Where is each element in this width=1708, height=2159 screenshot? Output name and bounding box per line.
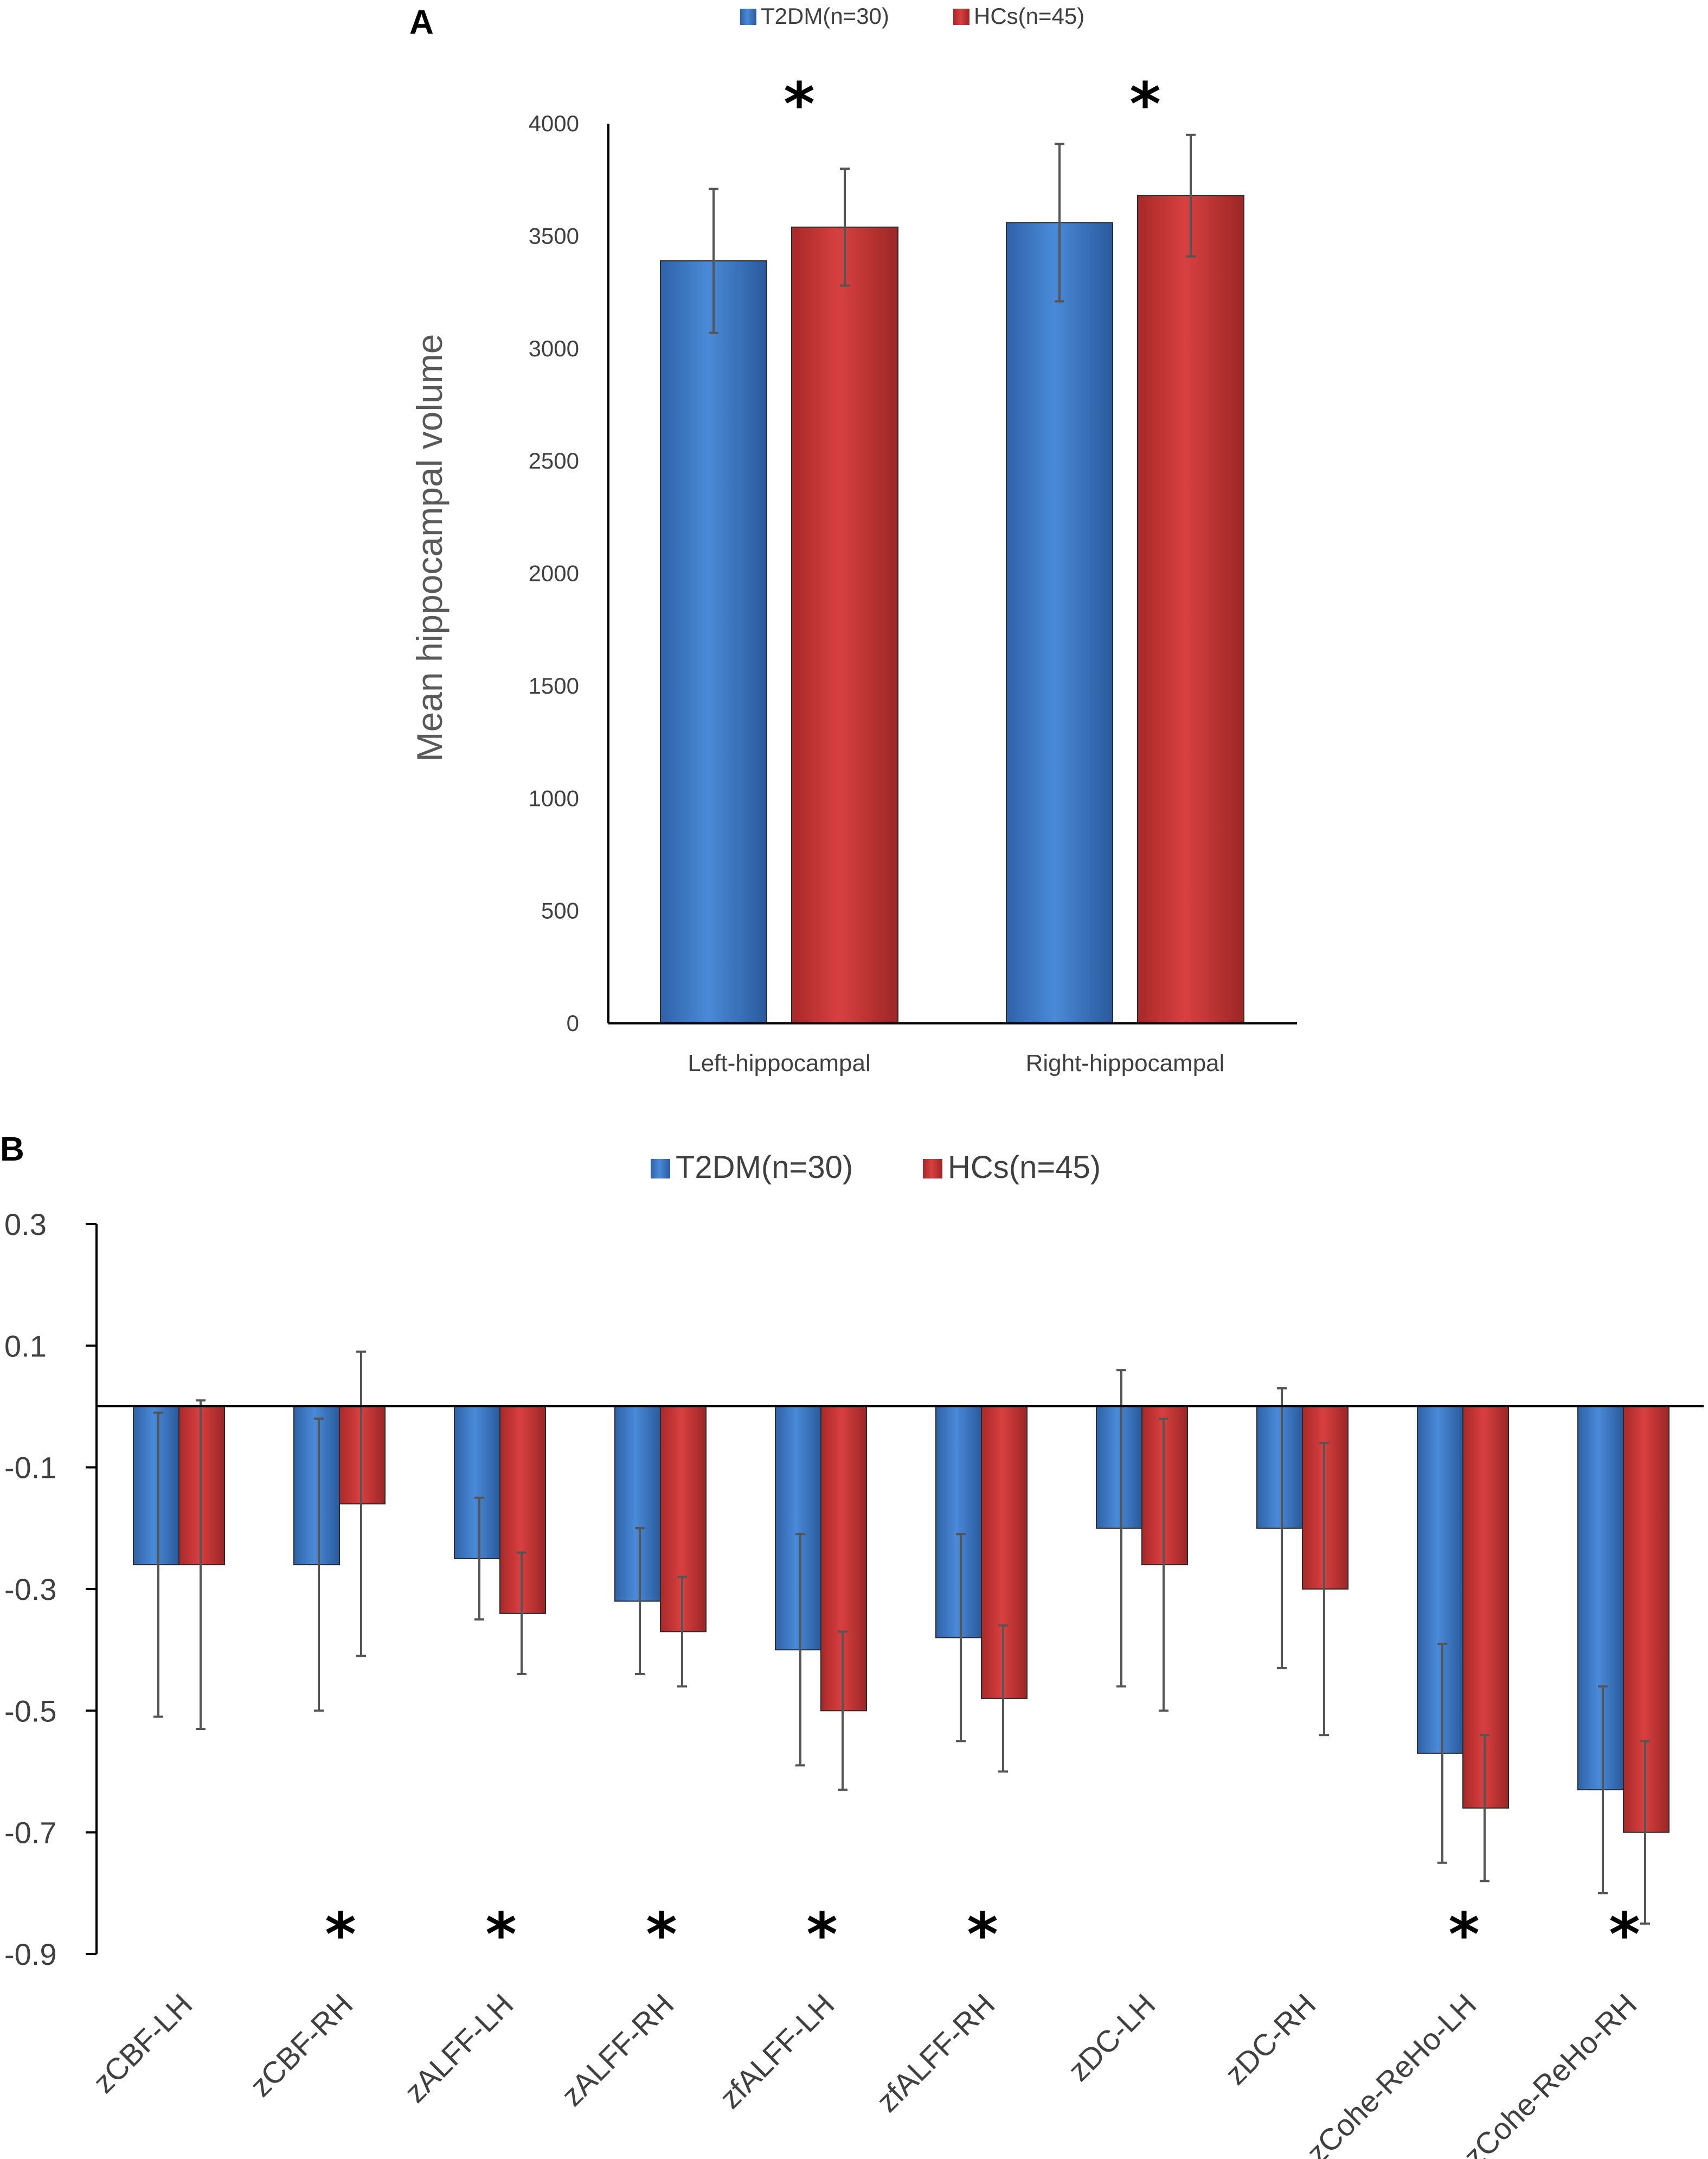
x-category-label-b: zCohe-ReHo-LH — [1300, 1987, 1482, 2159]
bar-b-t2dm-n-30-zcbf-lh — [133, 1406, 179, 1566]
y-tick-label-a: 2000 — [529, 561, 579, 586]
legend-b-label-t2dm: T2DM(n=30) — [676, 1150, 853, 1185]
y-tick-label-a: 3500 — [529, 223, 579, 248]
panel-b-label: B — [0, 1131, 24, 1168]
y-axis-title-a: Mean hippocampal volume — [409, 334, 450, 762]
x-category-label-b: zDC-LH — [1061, 1987, 1161, 2087]
significance-star-b: * — [646, 1900, 677, 1969]
legend-b: T2DM(n=30) HCs(n=45) — [651, 1150, 1101, 1185]
bar-b-t2dm-n-30-zcohe-reho-lh — [1417, 1406, 1463, 1754]
y-tick-label-b: 0.3 — [4, 1207, 47, 1241]
x-categories-a: Left-hippocampal Right-hippocampal — [688, 1050, 1224, 1077]
y-tick-label-a: 1500 — [529, 673, 579, 699]
bar-b-t2dm-n-30-zfalff-rh — [935, 1406, 982, 1638]
significance-star-b: * — [967, 1900, 998, 1969]
y-tick-label-a: 2500 — [529, 448, 579, 473]
y-ticks-b: 0.3 0.1 -0.1 -0.3 -0.5 -0.7 -0.9 — [4, 1207, 97, 1971]
y-tick-label-b: 0.1 — [4, 1329, 47, 1363]
y-tick-label-a: 0 — [567, 1010, 579, 1036]
legend-b-label-hcs: HCs(n=45) — [948, 1150, 1101, 1185]
significance-star-b: * — [485, 1900, 517, 1969]
y-tick-label-a: 1000 — [529, 785, 579, 811]
x-category-label-b: zfALFF-RH — [870, 1987, 1001, 2119]
error-bars-a — [709, 133, 1196, 334]
y-tick-label-a: 3000 — [529, 336, 579, 361]
significance-star-b: * — [1448, 1900, 1480, 1969]
y-tick-label-b: -0.9 — [4, 1937, 57, 1971]
x-category-label-a: Left-hippocampal — [688, 1050, 871, 1077]
bar-b-t2dm-n-30-zalff-lh — [454, 1406, 500, 1559]
bar-b-t2dm-n-30-zfalff-lh — [775, 1406, 821, 1651]
legend-a: T2DM(n=30) HCs(n=45) — [740, 3, 1084, 29]
bar-a-t2dm-n-30-right-hippocampal — [1006, 222, 1113, 1024]
legend-a-label-hcs: HCs(n=45) — [974, 3, 1084, 29]
bars-a — [660, 195, 1244, 1024]
y-tick-label-b: -0.3 — [4, 1572, 57, 1606]
y-ticks-a: 0 500 1000 1500 2000 2500 3000 3500 4000 — [529, 111, 579, 1036]
x-category-label-b: zCBF-LH — [86, 1987, 198, 2099]
error-bars-b — [153, 1350, 1650, 1925]
x-categories-b: zCBF-LH zCBF-RH zALFF-LH zALFF-RH zfALFF-LH z… — [86, 1987, 1643, 2159]
bar-b-t2dm-n-30-zcohe-reho-rh — [1577, 1406, 1624, 1791]
panel-a-label: A — [409, 4, 434, 41]
bars-b — [133, 1406, 1670, 1833]
significance-star-b: * — [1609, 1900, 1640, 1969]
panel-b: B T2DM(n=30) HCs(n=45) 0.3 0.1 -0.1 -0.3 -0.… — [0, 1131, 1704, 2159]
bar-a-hcs-n-45-right-hippocampal — [1137, 195, 1244, 1024]
significance-star-b: * — [806, 1900, 838, 1969]
bar-b-t2dm-n-30-zdc-lh — [1096, 1406, 1142, 1529]
significance-star-a: * — [1129, 69, 1161, 139]
y-tick-label-b: -0.5 — [4, 1694, 57, 1728]
bar-b-t2dm-n-30-zdc-rh — [1256, 1406, 1303, 1529]
x-category-label-b: zDC-RH — [1218, 1987, 1322, 2091]
x-category-label-b: zALFF-RH — [555, 1987, 680, 2113]
significance-star-a: * — [784, 69, 815, 139]
y-tick-label-a: 500 — [541, 898, 579, 924]
legend-a-label-t2dm: T2DM(n=30) — [761, 3, 889, 29]
legend-b-swatch-t2dm — [651, 1159, 670, 1178]
bar-a-t2dm-n-30-left-hippocampal — [660, 260, 767, 1024]
significance-b: * * * * * * * — [325, 1900, 1640, 1969]
legend-b-swatch-hcs — [923, 1159, 942, 1178]
panel-a: A T2DM(n=30) HCs(n=45) Mean hippocampal … — [409, 3, 1297, 1077]
x-category-label-b: zCBF-RH — [243, 1987, 359, 2103]
y-tick-label-a: 4000 — [529, 111, 579, 136]
y-tick-label-b: -0.7 — [4, 1816, 57, 1850]
legend-a-swatch-t2dm — [740, 9, 756, 25]
x-category-label-b: zALFF-LH — [398, 1987, 520, 2109]
x-category-label-a: Right-hippocampal — [1026, 1050, 1225, 1077]
bar-b-t2dm-n-30-zcbf-rh — [293, 1406, 340, 1566]
y-tick-label-b: -0.1 — [4, 1451, 57, 1485]
x-category-label-b: zfALFF-LH — [713, 1987, 841, 2115]
significance-a: * * — [784, 69, 1161, 139]
significance-star-b: * — [325, 1900, 356, 1969]
bar-b-t2dm-n-30-zalff-rh — [614, 1406, 661, 1602]
x-category-label-b: zCohe-ReHo-RH — [1457, 1987, 1643, 2159]
legend-a-swatch-hcs — [953, 9, 969, 25]
bar-a-hcs-n-45-left-hippocampal — [791, 226, 898, 1024]
